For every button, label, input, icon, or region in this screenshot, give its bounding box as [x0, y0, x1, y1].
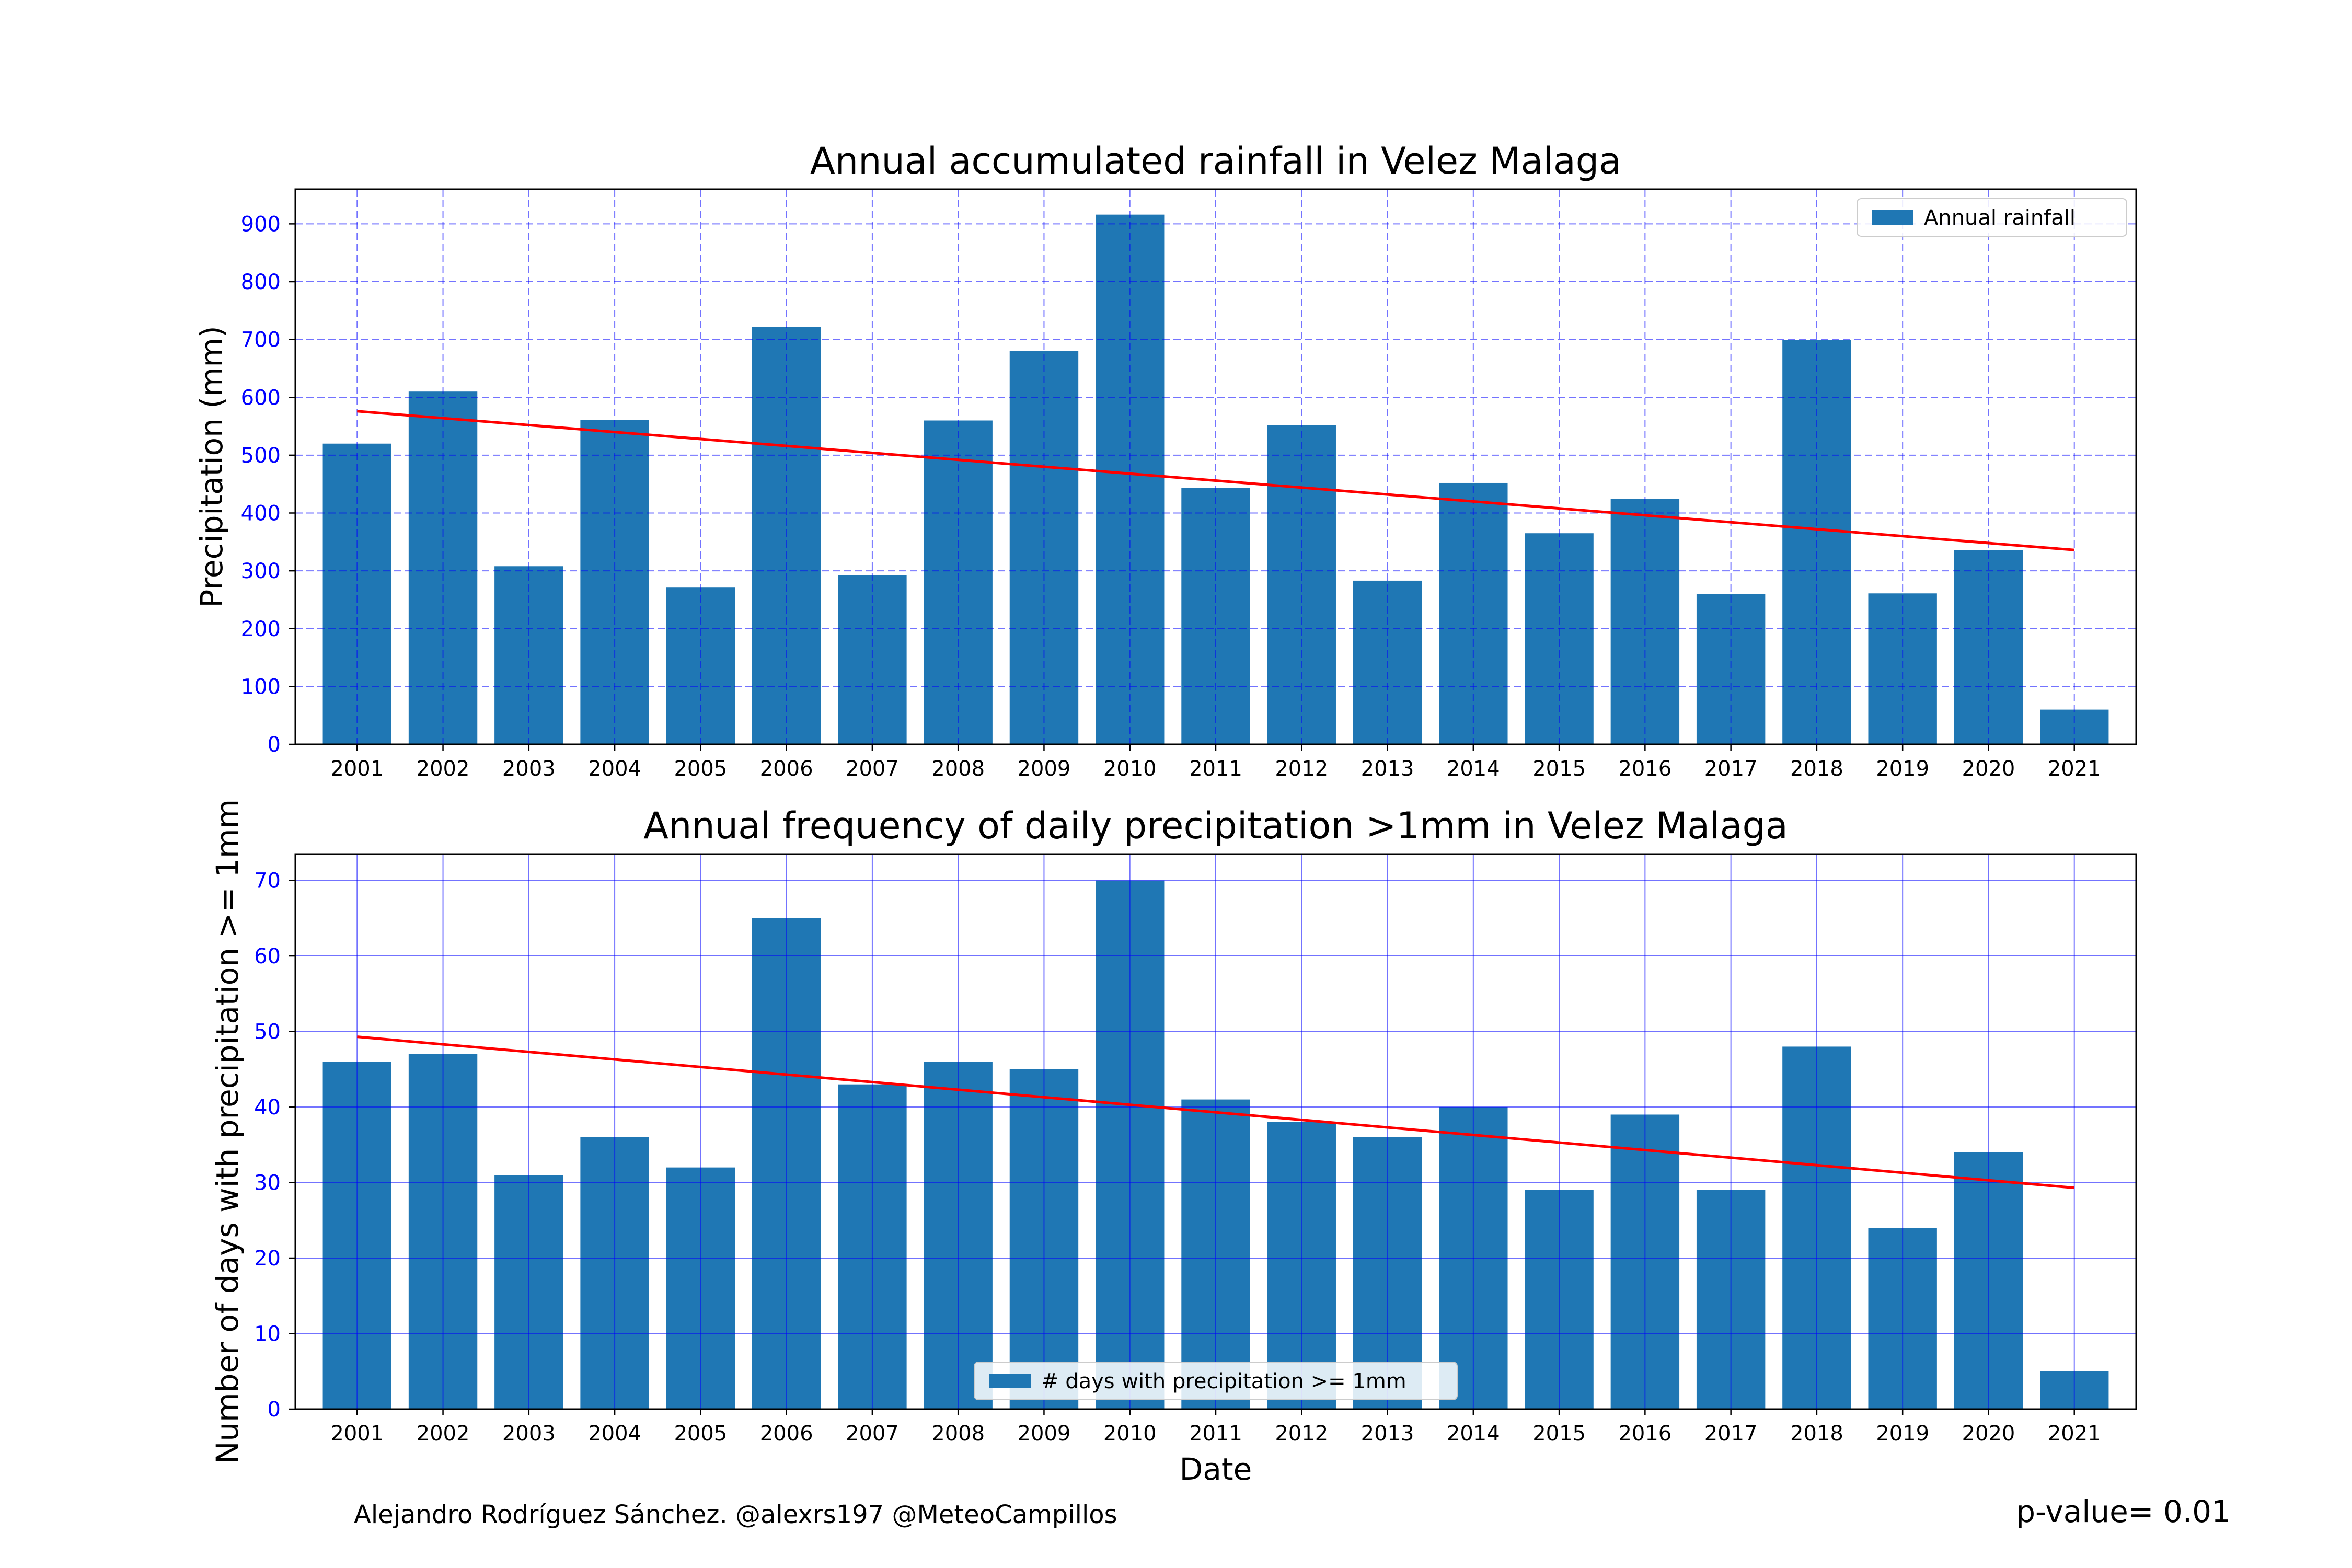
chart1-xtick-label-2012: 2012 [1275, 757, 1328, 781]
chart2-xtick-label-2005: 2005 [674, 1422, 727, 1446]
chart2-xtick-label-2007: 2007 [846, 1422, 899, 1446]
chart2-xtick-label-2008: 2008 [931, 1422, 985, 1446]
chart1-xtick-label-2001: 2001 [330, 757, 384, 781]
chart1-legend-box [1857, 198, 2127, 237]
chart1-ytick-label-900: 900 [241, 212, 281, 236]
chart1-xtick-label-2011: 2011 [1189, 757, 1242, 781]
chart1-ytick-label-700: 700 [241, 328, 281, 352]
chart2-xtick-label-2013: 2013 [1361, 1422, 1414, 1446]
chart1-ytick-label-100: 100 [241, 675, 281, 699]
chart2-legend-swatch [989, 1374, 1031, 1388]
chart2-ytick-label-60: 60 [254, 944, 281, 969]
chart2-ytick-label-40: 40 [254, 1096, 281, 1120]
chart2-xtick-label-2004: 2004 [588, 1422, 641, 1446]
chart2-title: Annual frequency of daily precipitation … [643, 804, 1788, 847]
chart1-xtick-label-2003: 2003 [502, 757, 556, 781]
chart1-xtick-label-2004: 2004 [588, 757, 641, 781]
chart1-trend-line [357, 410, 2074, 551]
chart2-xtick-label-2003: 2003 [502, 1422, 556, 1446]
chart1-legend-swatch [1872, 210, 1913, 225]
chart2-ytick-label-70: 70 [254, 869, 281, 893]
chart1-legend-label: Annual rainfall [1924, 206, 2076, 230]
chart1-xtick-label-2020: 2020 [1962, 757, 2015, 781]
chart1-xtick-label-2009: 2009 [1018, 757, 1071, 781]
chart2-legend-label: # days with precipitation >= 1mm [1041, 1369, 1406, 1393]
chart2-xtick-label-2016: 2016 [1618, 1422, 1671, 1446]
chart2-xtick-label-2015: 2015 [1532, 1422, 1586, 1446]
chart1-xtick-label-2019: 2019 [1876, 757, 1929, 781]
chart2-xtick-label-2019: 2019 [1876, 1422, 1929, 1446]
chart1-xtick-label-2002: 2002 [417, 757, 470, 781]
chart2-xtick-label-2018: 2018 [1790, 1422, 1843, 1446]
chart2-xtick-label-2020: 2020 [1962, 1422, 2015, 1446]
chart2-xtick-label-2009: 2009 [1018, 1422, 1071, 1446]
chart1-ytick-label-500: 500 [241, 444, 281, 468]
chart1-xtick-label-2016: 2016 [1618, 757, 1671, 781]
chart2-xtick-label-2002: 2002 [417, 1422, 470, 1446]
chart2-ytick-label-10: 10 [254, 1322, 281, 1346]
chart1-ytick-label-200: 200 [241, 617, 281, 641]
chart1-xtick-label-2015: 2015 [1532, 757, 1586, 781]
chart2-ylabel: Number of days with precipitation >= 1mm [210, 799, 245, 1464]
chart1-ytick-label-0: 0 [268, 733, 281, 757]
chart1-ytick-label-400: 400 [241, 502, 281, 526]
chart1-xtick-label-2008: 2008 [931, 757, 985, 781]
chart1-title: Annual accumulated rainfall in Velez Mal… [810, 140, 1621, 182]
author-credit: Alejandro Rodríguez Sánchez. @alexrs197 … [354, 1500, 1117, 1529]
chart2-xtick-label-2014: 2014 [1447, 1422, 1500, 1446]
chart2-xtick-label-2011: 2011 [1189, 1422, 1242, 1446]
chart1-xtick-label-2014: 2014 [1447, 757, 1500, 781]
chart2-xtick-label-2017: 2017 [1704, 1422, 1758, 1446]
chart1-xtick-label-2005: 2005 [674, 757, 727, 781]
chart1-ytick-label-600: 600 [241, 386, 281, 410]
chart1-xtick-label-2018: 2018 [1790, 757, 1843, 781]
chart1-xtick-label-2013: 2013 [1361, 757, 1414, 781]
chart1-ytick-label-300: 300 [241, 559, 281, 583]
chart1-xtick-label-2017: 2017 [1704, 757, 1758, 781]
chart1-xtick-label-2006: 2006 [760, 757, 813, 781]
chart2-ytick-label-20: 20 [254, 1247, 281, 1271]
chart2-xtick-label-2010: 2010 [1103, 1422, 1157, 1446]
chart2-ytick-label-30: 30 [254, 1171, 281, 1195]
p-value-label: p-value= 0.01 [2016, 1494, 2231, 1529]
chart1-xtick-label-2021: 2021 [2048, 757, 2101, 781]
chart1-ylabel: Precipitation (mm) [194, 326, 229, 607]
chart2-ytick-label-50: 50 [254, 1020, 281, 1044]
chart2-xtick-label-2006: 2006 [760, 1422, 813, 1446]
chart1-xtick-label-2007: 2007 [846, 757, 899, 781]
chart2-xtick-label-2001: 2001 [330, 1422, 384, 1446]
chart2-xtick-label-2021: 2021 [2048, 1422, 2101, 1446]
chart1-xtick-label-2010: 2010 [1103, 757, 1157, 781]
chart2-ytick-label-0: 0 [268, 1398, 281, 1422]
chart2-xlabel: Date [1180, 1451, 1252, 1487]
chart1-ytick-label-800: 800 [241, 270, 281, 294]
chart2-legend-box [974, 1362, 1458, 1400]
chart2-trend-line [357, 1035, 2074, 1190]
chart2-xtick-label-2012: 2012 [1275, 1422, 1328, 1446]
